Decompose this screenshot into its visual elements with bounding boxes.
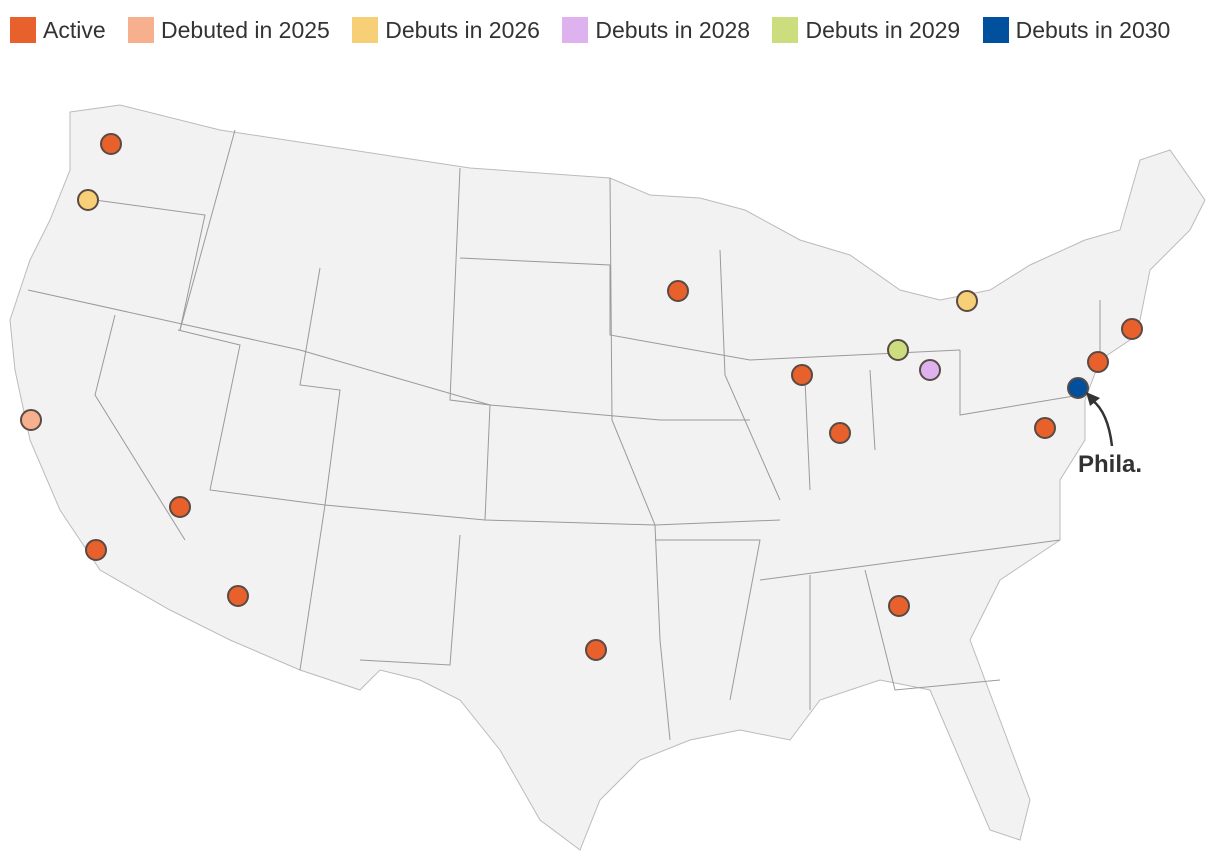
marker [1087, 351, 1109, 373]
legend-item: Debuts in 2030 [982, 17, 1171, 43]
marker [919, 359, 941, 381]
marker [1121, 318, 1143, 340]
us-outline [9, 104, 1206, 851]
legend-label: Debuts in 2028 [595, 17, 751, 43]
legend-swatch [562, 17, 589, 43]
legend-item: Active [10, 17, 106, 43]
marker [887, 339, 909, 361]
legend-item: Debuts in 2026 [352, 17, 540, 43]
legend-label: Debuted in 2025 [161, 17, 330, 43]
marker [100, 133, 122, 155]
legend-swatch [128, 17, 155, 43]
legend-item: Debuted in 2025 [128, 17, 330, 43]
marker [227, 585, 249, 607]
state-borders [27, 129, 1101, 741]
marker [77, 189, 99, 211]
marker [85, 539, 107, 561]
annotation: Phila. [1078, 451, 1142, 478]
legend-swatch [982, 17, 1009, 43]
marker [888, 595, 910, 617]
legend-label: Active [43, 17, 106, 43]
marker [667, 280, 689, 302]
legend: Active Debuted in 2025 Debuts in 2026 De… [10, 12, 1205, 49]
marker [169, 496, 191, 518]
markers [20, 133, 1143, 661]
marker [956, 290, 978, 312]
legend-swatch [772, 17, 799, 43]
arrow-head [1086, 392, 1100, 406]
marker [20, 409, 42, 431]
annotation-arrow [1091, 399, 1114, 447]
marker [1067, 377, 1089, 399]
marker [829, 422, 851, 444]
marker [1034, 417, 1056, 439]
legend-swatch [10, 17, 36, 43]
legend-label: Debuts in 2030 [1015, 17, 1171, 43]
legend-item: Debuts in 2028 [562, 17, 750, 43]
legend-label: Debuts in 2029 [805, 17, 961, 43]
legend-label: Debuts in 2026 [385, 17, 540, 43]
legend-swatch [352, 17, 379, 43]
legend-item: Debuts in 2029 [772, 17, 960, 43]
marker [585, 639, 607, 661]
marker [791, 364, 813, 386]
